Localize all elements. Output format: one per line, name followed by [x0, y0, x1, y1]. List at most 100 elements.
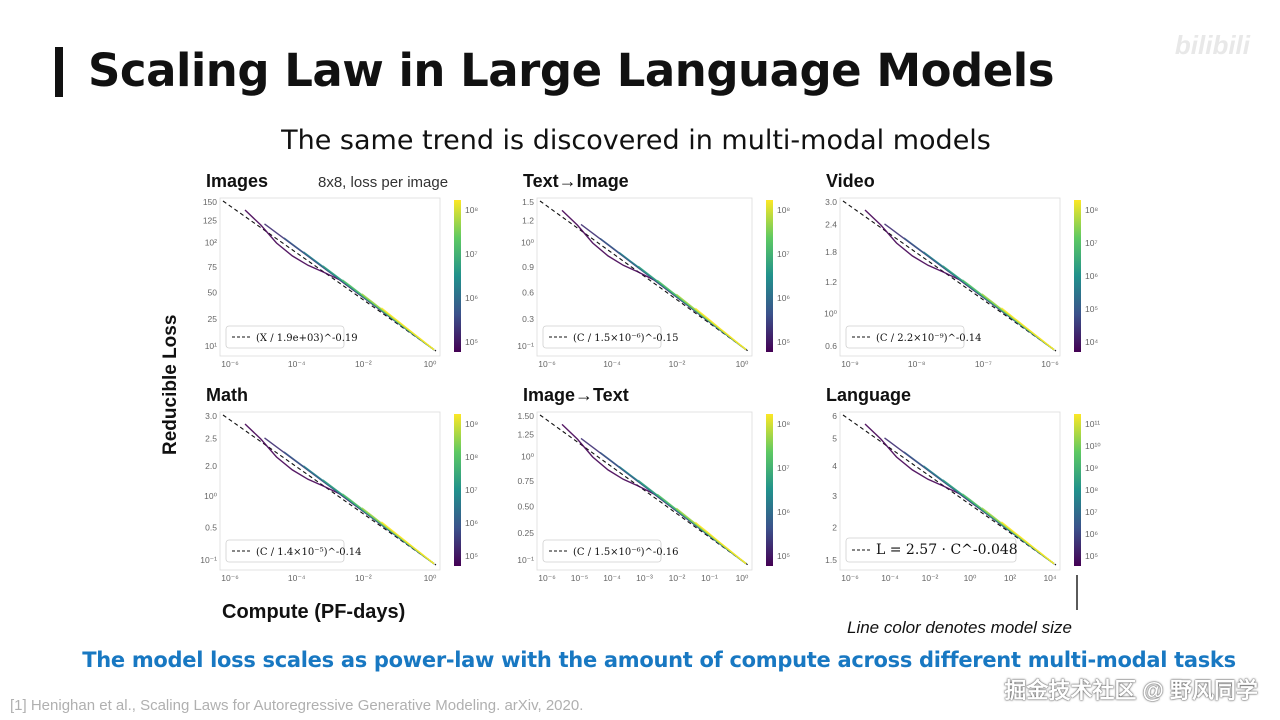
colorbar-tick-label: 10⁸	[465, 452, 478, 462]
colorbar-tick-label: 10⁶	[1085, 271, 1098, 281]
y-tick-label: 1.8	[825, 247, 837, 257]
colorbar-tick-label: 10⁶	[1085, 529, 1098, 539]
panel-3: Math 10⁻⁶ 10⁻⁴ 10⁻² 10⁰ 3.0 2.5 2.0 10⁰ 0.5 10⁻¹ (C…	[200, 385, 478, 583]
model-curve	[694, 307, 747, 351]
y-axis-label: Reducible Loss	[160, 314, 181, 455]
colorbar-tick-label: 10⁵	[465, 551, 478, 561]
y-tick-label: 125	[203, 215, 217, 225]
legend-label: (C / 2.2×10⁻⁹)^-0.14	[876, 333, 982, 344]
colorbar	[454, 200, 461, 352]
y-tick-label: 1.2	[522, 215, 534, 225]
panel-0: Images 8x8, loss per image 10⁻⁶ 10⁻⁴ 10⁻² 10⁰…	[203, 171, 479, 369]
panel-note: 8x8, loss per image	[318, 174, 448, 191]
power-law-fit-line	[222, 414, 437, 566]
y-tick-label: 5	[832, 434, 837, 444]
conclusion-text: The model loss scales as power-law with …	[82, 648, 1236, 672]
legend-box	[542, 539, 662, 563]
colorbar	[454, 414, 461, 566]
y-tick-label: 3.0	[205, 411, 217, 421]
y-tick-label: 4	[832, 461, 837, 471]
fit-legend: (C / 2.2×10⁻⁹)^-0.14	[845, 325, 982, 349]
legend-box	[845, 537, 1017, 563]
x-tick-label: 10⁻⁴	[288, 573, 306, 583]
panel-title: Text→Image	[523, 171, 629, 191]
colorbar-tick-label: 10⁵	[465, 337, 478, 347]
colorbar	[766, 200, 773, 352]
legend-label: (C / 1.5×10⁻⁶)^-0.16	[573, 547, 679, 558]
model-curve	[694, 521, 747, 565]
y-tick-label: 0.5	[205, 522, 217, 532]
y-tick-label: 10²	[205, 238, 217, 248]
x-tick-label: 10⁰	[964, 573, 977, 583]
y-tick-label: 0.25	[517, 528, 534, 538]
y-tick-label: 2.4	[825, 220, 837, 230]
fit-legend: (C / 1.4×10⁻⁵)^-0.14	[225, 539, 362, 563]
y-tick-label: 10⁻¹	[517, 341, 534, 351]
x-tick-label: 10⁻⁵	[571, 573, 588, 583]
y-tick-label: 1.5	[522, 197, 534, 207]
x-tick-label: 10²	[1004, 573, 1016, 583]
model-curve	[380, 521, 435, 565]
y-tick-label: 2.5	[205, 434, 217, 444]
y-tick-label: 150	[203, 197, 217, 207]
y-tick-label: 0.75	[517, 476, 534, 486]
colorbar-tick-label: 10⁸	[777, 205, 790, 215]
y-tick-label: 3	[832, 491, 837, 501]
x-tick-label: 10⁻⁴	[881, 573, 899, 583]
reference-citation: [1] Henighan et al., Scaling Laws for Au…	[10, 697, 584, 714]
colorbar-tick-label: 10⁹	[465, 419, 478, 429]
panel-title: Math	[206, 385, 248, 405]
bilibili-watermark-logo: bilibili	[1174, 30, 1250, 60]
y-tick-label: 10⁰	[521, 452, 534, 462]
x-tick-label: 10⁻⁸	[908, 359, 926, 369]
colorbar-tick-label: 10⁵	[777, 551, 790, 561]
plot-area	[839, 411, 1061, 571]
plot-area	[839, 197, 1061, 357]
fit-legend: (X / 1.9e+03)^-0.19	[225, 325, 358, 349]
y-tick-label: 0.50	[517, 501, 534, 511]
x-tick-label: 10⁻⁴	[288, 359, 306, 369]
panel-title: Images	[206, 171, 268, 191]
x-tick-label: 10⁻²	[669, 359, 686, 369]
y-tick-label: 1.50	[517, 411, 534, 421]
x-tick-label: 10⁻⁹	[841, 359, 859, 369]
power-law-fit-line	[539, 200, 749, 352]
colorbar	[766, 414, 773, 566]
model-curve	[1000, 307, 1055, 351]
x-tick-label: 10⁻²	[922, 573, 939, 583]
colorbar-tick-label: 10⁷	[1085, 507, 1098, 517]
y-tick-label: 2	[832, 522, 837, 532]
colorbar-tick-label: 10⁸	[1085, 485, 1098, 495]
x-axis-label: Compute (PF-days)	[222, 601, 406, 623]
panel-title: Language	[826, 385, 911, 405]
panel-1: Text→Image 10⁻⁶ 10⁻⁴ 10⁻² 10⁰ 1.5 1.2 10⁰ 0.9 0.6…	[517, 171, 790, 369]
legend-box	[225, 539, 345, 563]
x-tick-label: 10⁻²	[669, 573, 686, 583]
y-tick-label: 50	[208, 287, 218, 297]
y-tick-label: 3.0	[825, 197, 837, 207]
title-accent-bar	[55, 47, 63, 97]
colorbar-tick-label: 10⁷	[1085, 238, 1098, 248]
fit-legend: (C / 1.5×10⁻⁶)^-0.16	[542, 539, 679, 563]
y-tick-label: 10⁻¹	[200, 555, 217, 565]
x-tick-label: 10⁻³	[636, 573, 653, 583]
x-tick-label: 10⁻²	[355, 573, 372, 583]
colorbar	[1074, 200, 1081, 352]
colorbar-tick-label: 10⁶	[777, 507, 790, 517]
power-law-fit-line	[842, 200, 1057, 352]
colorbar-tick-label: 10⁷	[465, 485, 478, 495]
y-tick-label: 10⁰	[824, 308, 837, 318]
y-tick-label: 1.2	[825, 277, 837, 287]
colorbar-tick-label: 10⁶	[465, 293, 478, 303]
panel-title: Video	[826, 171, 875, 191]
legend-box	[542, 325, 662, 349]
legend-label: (C / 1.5×10⁻⁶)^-0.15	[573, 333, 679, 344]
scaling-law-figure: Images 8x8, loss per image 10⁻⁶ 10⁻⁴ 10⁻² 10⁰…	[200, 171, 1101, 610]
colorbar-tick-label: 10⁸	[777, 419, 790, 429]
fit-legend: L = 2.57 · C^-0.048	[845, 537, 1018, 563]
x-tick-label: 10⁰	[736, 573, 749, 583]
y-tick-label: 0.9	[522, 262, 534, 272]
legend-box	[225, 325, 345, 349]
x-tick-label: 10⁴	[1043, 573, 1056, 583]
legend-box	[845, 325, 965, 349]
